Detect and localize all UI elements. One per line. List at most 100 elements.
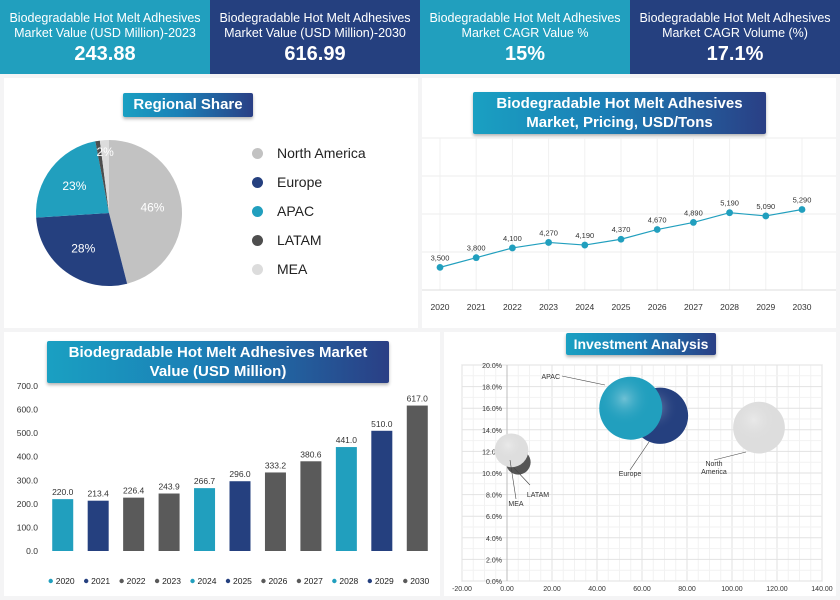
x-tick-label: 2030 xyxy=(793,302,812,312)
legend-swatch xyxy=(296,578,302,584)
x-tick-label: 80.00 xyxy=(678,586,696,593)
legend-north-america: North America xyxy=(252,145,366,161)
x-tick-label: 2022 xyxy=(127,576,146,586)
bar xyxy=(300,461,322,551)
bubble-highlight xyxy=(733,401,785,454)
legend-swatch xyxy=(403,578,408,584)
legend-swatch xyxy=(252,235,263,246)
x-tick-label: 100.00 xyxy=(721,586,743,593)
bar xyxy=(335,447,357,551)
legend-swatch xyxy=(252,206,263,217)
x-tick-label: 0.00 xyxy=(500,586,514,593)
y-tick-label: 18.0% xyxy=(482,385,502,392)
legend-label: LATAM xyxy=(277,232,322,248)
pricing-chart-title: Biodegradable Hot Melt Adhesives Market,… xyxy=(473,92,766,134)
data-point xyxy=(653,226,661,233)
data-label: 4,100 xyxy=(503,234,522,243)
legend-mea: MEA xyxy=(252,261,307,277)
callout-line xyxy=(513,467,531,486)
callout-line xyxy=(509,459,517,500)
x-tick-label: 2029 xyxy=(375,576,394,586)
x-tick-label: 40.00 xyxy=(588,586,606,593)
bar xyxy=(264,472,286,551)
x-tick-label: 2030 xyxy=(410,576,429,586)
legend-swatch xyxy=(261,578,266,584)
pie-slice xyxy=(99,140,109,213)
kpi-value: 15% xyxy=(504,43,546,65)
bar xyxy=(194,488,216,551)
kpi-value: 243.88 xyxy=(74,43,136,65)
bar xyxy=(52,499,74,551)
investment-analysis-title: Investment Analysis xyxy=(566,333,716,355)
y-tick-label: 100.0 xyxy=(17,522,39,532)
y-tick-label: 20.0% xyxy=(482,363,502,370)
legend-label: MEA xyxy=(277,261,308,277)
pie-slice-label: 2% xyxy=(96,145,114,159)
regional-share-pie-chart: 46% 28% 23% 2% xyxy=(36,140,183,286)
callout-line xyxy=(561,375,606,386)
x-tick-label: 2024 xyxy=(198,576,217,586)
x-tick-label: 2028 xyxy=(720,302,739,312)
y-tick-label: 300.0 xyxy=(17,475,39,485)
data-point xyxy=(472,254,480,262)
data-label: 4,890 xyxy=(684,208,703,217)
pie-slice xyxy=(36,141,110,218)
y-tick-label: 500.0 xyxy=(17,428,39,438)
market-value-chart-title: Biodegradable Hot Melt Adhesives Market … xyxy=(47,341,389,383)
bar-value-label: 243.9 xyxy=(158,482,180,492)
x-tick-label: 20.00 xyxy=(543,586,561,593)
bar-value-label: 380.6 xyxy=(300,449,322,459)
y-tick-label: 10.0% xyxy=(482,471,502,478)
kpi-label: Biodegradable Hot Melt Adhesives Market … xyxy=(429,11,621,40)
data-point xyxy=(726,209,733,217)
kpi-market-value-2030: Biodegradable Hot Melt Adhesives Market … xyxy=(210,0,420,74)
legend-swatch xyxy=(190,578,195,584)
data-point xyxy=(436,263,444,271)
x-tick-label: 2025 xyxy=(233,576,252,586)
legend-swatch xyxy=(252,177,263,188)
pie-slice-label: 46% xyxy=(140,201,164,215)
x-tick-label: 140.00 xyxy=(811,586,833,593)
y-tick-label: 0.0% xyxy=(486,579,502,586)
data-label: 3,500 xyxy=(431,253,450,262)
x-tick-label: 2020 xyxy=(431,302,450,312)
kpi-label: Biodegradable Hot Melt Adhesives Market … xyxy=(9,11,201,40)
data-point xyxy=(509,244,516,252)
x-tick-label: 2027 xyxy=(684,302,703,312)
x-tick-label: 2026 xyxy=(268,576,287,586)
data-label: 4,670 xyxy=(648,216,667,225)
data-label: 5,090 xyxy=(756,202,775,211)
bar xyxy=(123,497,145,551)
callout-line xyxy=(713,451,747,461)
bubble-label: APAC xyxy=(541,374,560,381)
bubble-label: America xyxy=(701,469,727,476)
bar xyxy=(229,481,251,551)
bar-value-label: 213.4 xyxy=(88,489,110,499)
legend-europe: Europe xyxy=(252,174,322,190)
bubble-label: North xyxy=(705,461,722,468)
pie-slice xyxy=(95,140,109,213)
bubble-label: MEA xyxy=(508,501,524,508)
bar-value-label: 296.0 xyxy=(229,469,251,479)
bar-value-label: 333.2 xyxy=(265,460,287,470)
kpi-label: Biodegradable Hot Melt Adhesives Market … xyxy=(219,11,411,40)
bar-value-label: 220.0 xyxy=(52,487,74,497)
x-tick-label: 2029 xyxy=(756,302,775,312)
pie-slice-label: 23% xyxy=(62,179,86,193)
y-tick-label: 12.0% xyxy=(482,449,502,456)
x-tick-label: 2023 xyxy=(539,302,558,312)
legend-swatch xyxy=(154,578,160,584)
x-tick-label: 60.00 xyxy=(633,586,651,593)
y-tick-label: 600.0 xyxy=(17,405,39,415)
kpi-cagr-value: Biodegradable Hot Melt Adhesives Market … xyxy=(420,0,630,74)
bar-value-label: 510.0 xyxy=(371,419,393,429)
x-tick-label: 2024 xyxy=(575,302,594,312)
data-point xyxy=(581,241,589,249)
data-point xyxy=(617,235,625,243)
data-point xyxy=(798,206,806,213)
bubble-highlight xyxy=(494,433,529,468)
x-tick-label: 120.00 xyxy=(766,586,788,593)
x-tick-label: 2023 xyxy=(162,576,181,586)
pie-slice xyxy=(36,213,128,286)
legend-swatch xyxy=(119,578,124,584)
